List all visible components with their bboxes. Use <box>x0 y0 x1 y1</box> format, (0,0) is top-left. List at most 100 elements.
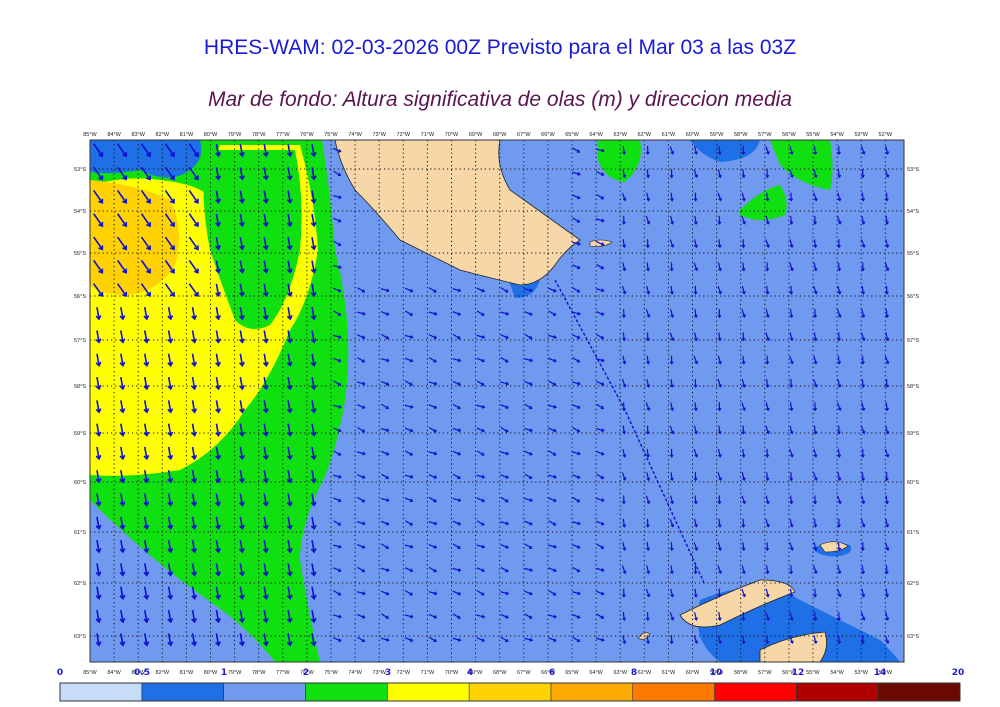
direction-arrow <box>119 563 126 577</box>
colorbar-label: 12 <box>791 668 805 678</box>
direction-arrow <box>239 609 245 624</box>
direction-arrow <box>356 521 366 526</box>
direction-arrow <box>741 472 746 482</box>
direction-arrow <box>548 380 557 386</box>
direction-arrow <box>669 146 675 155</box>
direction-arrow <box>765 565 770 575</box>
colorbar-label: 0 <box>56 668 64 678</box>
direction-arrow <box>404 544 414 549</box>
direction-arrow <box>404 427 414 433</box>
lon-label-bottom: 53°W <box>854 670 868 676</box>
direction-arrow <box>669 425 675 435</box>
direction-arrow <box>837 169 842 179</box>
direction-arrow <box>452 358 462 363</box>
direction-arrow <box>215 586 222 600</box>
lon-label-bottom: 70°W <box>445 670 459 676</box>
lon-label-top: 72°W <box>397 132 411 138</box>
direction-arrow <box>380 567 390 572</box>
direction-arrow <box>356 334 366 340</box>
direction-arrow <box>596 263 605 270</box>
direction-arrow <box>813 355 818 365</box>
direction-arrow <box>380 427 390 433</box>
lat-label-right: 54°S <box>907 209 919 215</box>
direction-arrow <box>645 239 650 249</box>
direction-arrow <box>837 378 842 388</box>
direction-arrow <box>645 402 651 412</box>
lon-label-top: 63°W <box>613 132 627 138</box>
direction-arrow <box>239 563 245 577</box>
direction-arrow <box>381 333 390 340</box>
direction-arrow <box>571 311 581 316</box>
direction-arrow <box>622 355 627 365</box>
direction-arrow <box>428 474 438 479</box>
direction-arrow <box>500 636 509 643</box>
direction-arrow <box>310 376 317 391</box>
direction-arrow <box>595 520 605 526</box>
direction-arrow <box>813 169 818 179</box>
direction-arrow <box>164 259 175 274</box>
direction-arrow <box>837 425 841 435</box>
direction-arrow <box>861 472 866 482</box>
direction-arrow <box>741 355 746 365</box>
direction-arrow <box>741 378 746 388</box>
lon-label-top: 65°W <box>565 132 579 138</box>
direction-arrow <box>572 636 581 643</box>
colorbar-segment <box>550 682 634 702</box>
direction-arrow <box>595 241 605 246</box>
direction-arrow <box>167 330 174 344</box>
direction-arrow <box>119 330 126 344</box>
direction-arrow <box>813 332 818 342</box>
direction-arrow <box>884 542 890 551</box>
lon-label-bottom: 56°W <box>782 670 796 676</box>
direction-arrow <box>884 472 889 482</box>
direction-arrow <box>621 309 626 319</box>
direction-arrow <box>143 493 150 507</box>
direction-arrow <box>548 310 557 316</box>
direction-arrow <box>119 586 126 600</box>
direction-arrow <box>548 287 557 293</box>
direction-arrow <box>693 192 698 202</box>
direction-arrow <box>717 611 722 621</box>
direction-arrow <box>310 213 317 228</box>
direction-arrow <box>789 518 794 528</box>
direction-arrow <box>741 262 746 272</box>
direction-arrow <box>645 495 651 505</box>
direction-arrow <box>239 540 245 554</box>
direction-arrow <box>548 520 557 526</box>
direction-arrow <box>669 472 674 482</box>
direction-arrow <box>885 145 890 155</box>
direction-arrow <box>789 309 794 319</box>
lat-label-right: 61°S <box>907 530 919 536</box>
direction-arrow <box>167 470 174 484</box>
direction-arrow <box>262 307 269 321</box>
direction-arrow <box>813 145 818 155</box>
direction-arrow <box>837 448 842 458</box>
lat-label-left: 57°S <box>74 338 86 344</box>
direction-arrow <box>789 332 794 342</box>
direction-arrow <box>622 425 627 435</box>
direction-arrow <box>262 400 269 414</box>
direction-arrow <box>286 330 293 344</box>
direction-arrow <box>860 635 865 645</box>
direction-arrow <box>524 380 533 386</box>
colorbar-frame <box>59 682 961 702</box>
direction-arrow <box>741 542 746 552</box>
direction-arrow <box>860 355 865 365</box>
direction-arrow <box>239 446 245 461</box>
direction-arrow <box>356 404 366 410</box>
lon-label-top: 62°W <box>638 132 652 138</box>
direction-arrow <box>188 283 199 298</box>
direction-arrow <box>262 516 269 531</box>
direction-arrow <box>452 310 462 316</box>
direction-arrow <box>286 353 293 367</box>
direction-arrow <box>381 403 390 410</box>
lon-label-top: 78°W <box>252 132 266 138</box>
direction-arrow <box>215 563 222 577</box>
colorbar-segment <box>305 682 388 702</box>
lon-label-bottom: 54°W <box>830 670 844 676</box>
direction-arrow <box>596 473 605 480</box>
direction-arrow <box>645 309 651 318</box>
direction-arrow <box>452 520 462 526</box>
direction-arrow <box>837 262 842 272</box>
